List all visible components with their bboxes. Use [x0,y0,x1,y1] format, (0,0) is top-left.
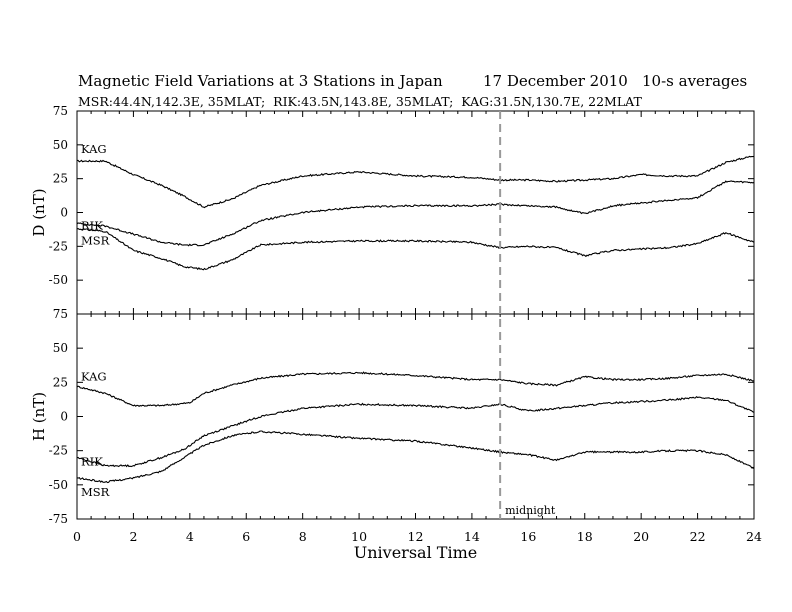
y-tick-label: -50 [49,273,68,287]
y-tick-label: 25 [53,172,68,186]
series-label-kag: KAG [81,142,107,156]
y-tick-label: -75 [49,512,68,526]
series-label-kag: KAG [81,369,107,383]
series-label-msr: MSR [81,234,110,248]
x-tick-label: 0 [73,529,81,544]
x-axis-label: Universal Time [354,543,477,562]
y-tick-label: 0 [60,410,68,424]
series-line-rik [76,395,755,468]
y-axis-label: D (nT) [30,188,48,236]
x-tick-label: 20 [633,529,649,544]
x-tick-label: 24 [746,529,762,544]
y-tick-label: 75 [53,104,68,118]
chart-title: Magnetic Field Variations at 3 Stations … [78,72,443,90]
x-tick-label: 14 [464,529,480,544]
chart-date: 17 December 2010 [483,72,628,90]
chart-title-line: Magnetic Field Variations at 3 Stations … [78,72,747,144]
x-tick-label: 18 [577,529,593,544]
x-tick-label: 2 [129,529,137,544]
series-line-kag [77,155,755,209]
panel-frame [76,110,755,315]
stations-line: MSR:44.4N,142.3E, 35MLAT; RIK:43.5N,143.… [78,94,642,109]
y-tick-label: -50 [49,478,68,492]
midnight-label: midnight [505,504,556,517]
series-line-rik [76,180,755,247]
chart-averaging: 10-s averages [642,72,748,90]
y-axis-label: H (nT) [30,392,48,441]
x-tick-label: 4 [186,529,194,544]
series-line-msr [76,228,755,271]
x-tick-label: 10 [351,529,367,544]
y-tick-label: 0 [60,206,68,220]
x-tick-label: 12 [408,529,424,544]
y-tick-label: 50 [53,341,68,355]
series-label-msr: MSR [81,485,110,499]
y-tick-label: -25 [49,239,68,253]
y-tick-label: 50 [53,138,68,152]
panel-frame [76,313,755,520]
x-tick-label: 6 [242,529,250,544]
x-tick-label: 22 [690,529,706,544]
x-tick-label: 16 [520,529,536,544]
series-label-rik: RIK [81,455,103,469]
y-tick-label: 75 [53,307,68,321]
series-line-msr [76,430,755,484]
y-tick-label: -25 [49,444,68,458]
y-tick-label: 25 [53,375,68,389]
series-line-kag [76,371,755,407]
x-tick-label: 8 [299,529,307,544]
